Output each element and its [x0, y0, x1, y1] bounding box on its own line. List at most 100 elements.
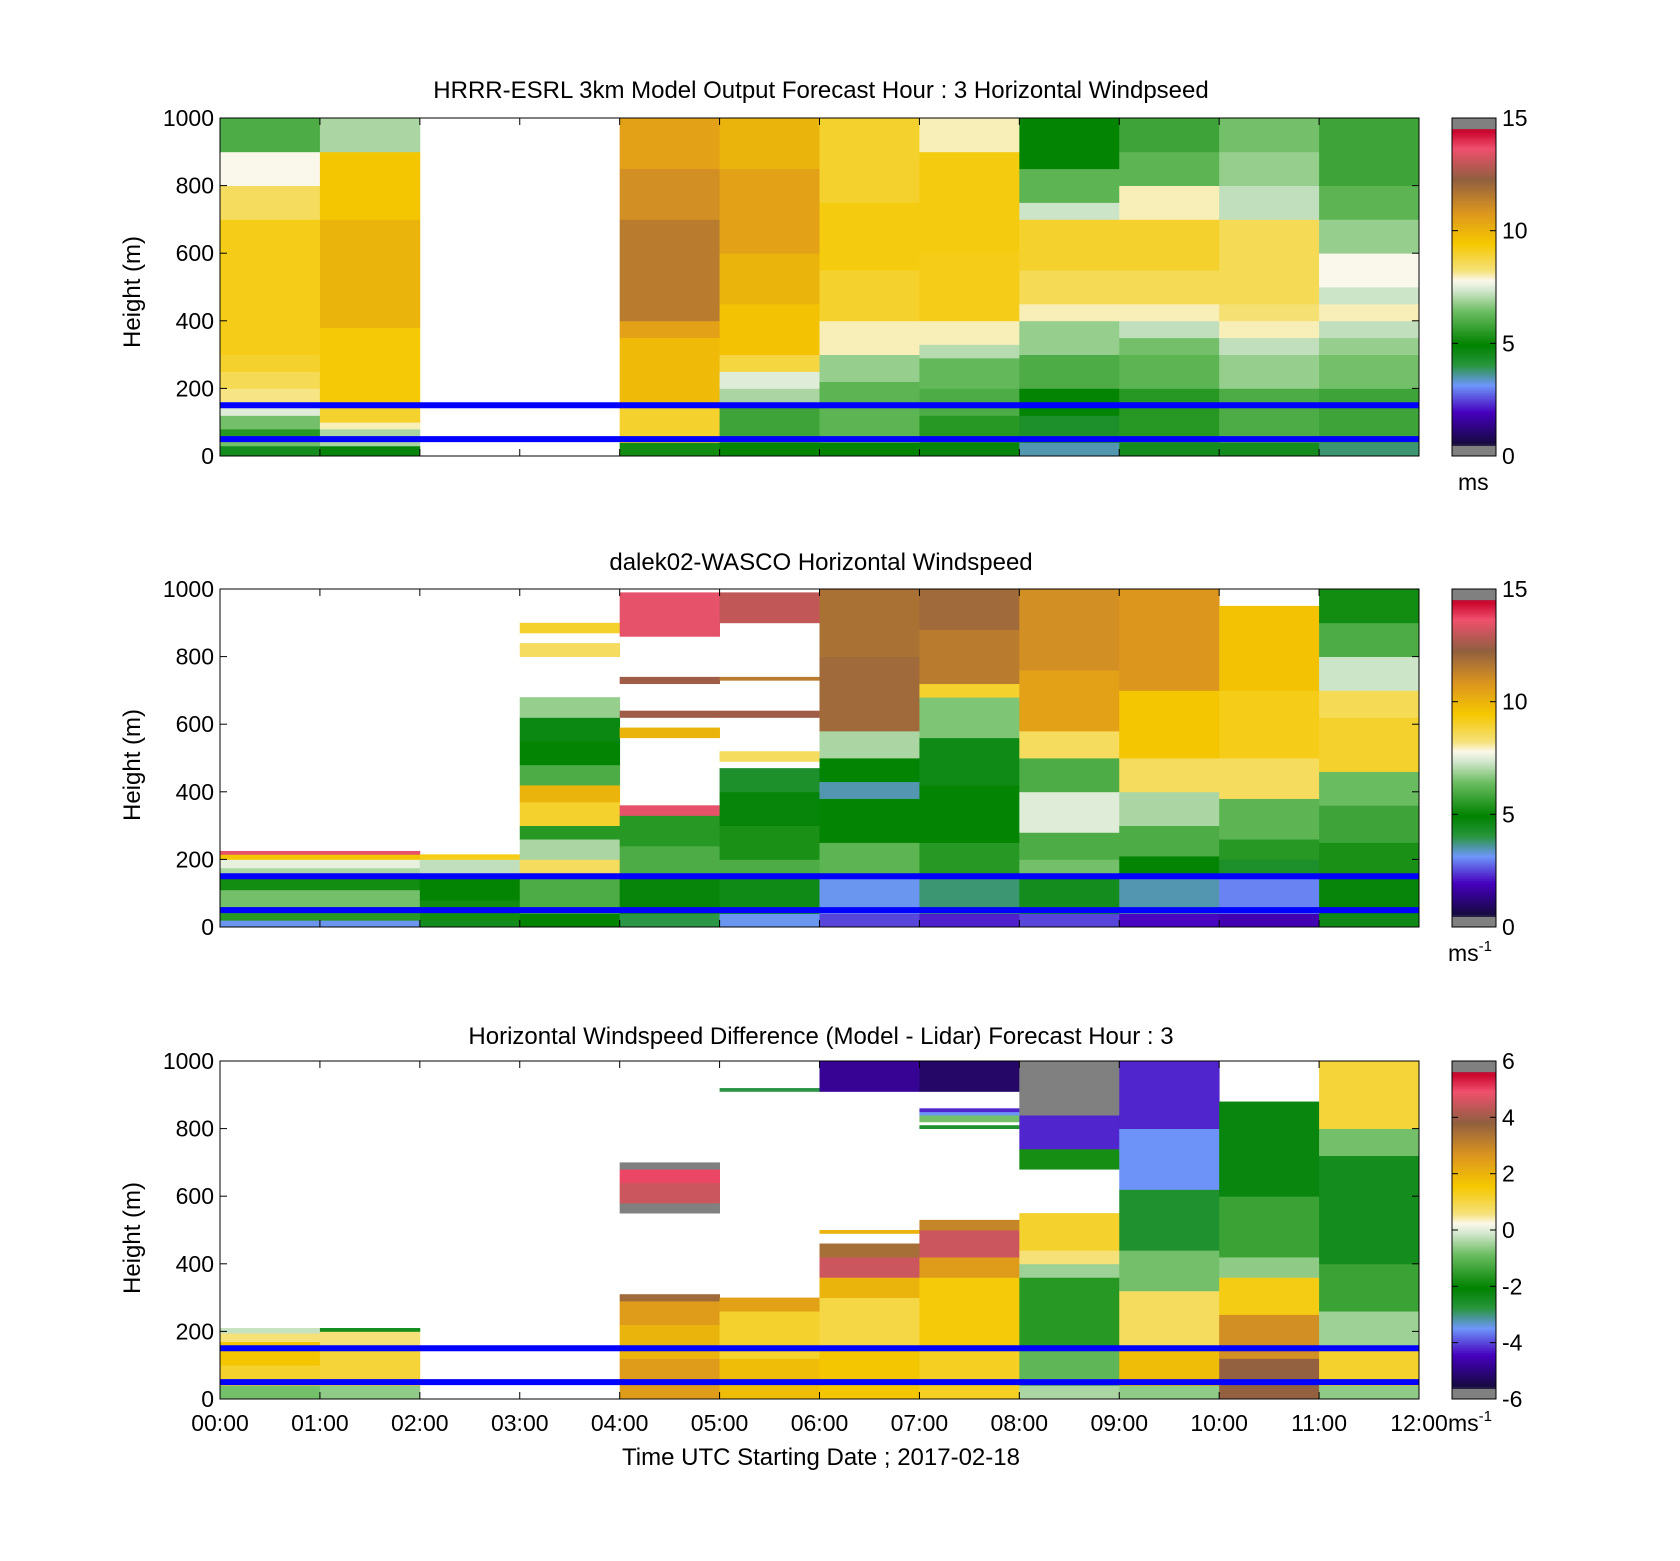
colorbar-band	[1452, 1312, 1496, 1315]
colorbar-band	[1452, 318, 1496, 322]
colorbar-band	[1452, 785, 1496, 789]
x-tick-label: 03:00	[491, 1410, 549, 1436]
heatmap-cell	[319, 118, 421, 153]
heatmap-cell	[919, 589, 1020, 630]
x-tick-label: 07:00	[891, 1410, 949, 1436]
heatmap-cell	[1219, 354, 1320, 389]
colorbar-band	[1452, 417, 1496, 421]
colorbar-band	[1452, 1249, 1496, 1252]
colorbar-band	[1452, 287, 1496, 290]
colorbar-band	[1452, 1208, 1496, 1212]
heatmap-cell	[619, 727, 720, 739]
heatmap-cell	[319, 405, 421, 423]
colorbar-band	[1452, 1382, 1496, 1385]
colorbar-band	[1452, 673, 1496, 677]
heatmap-cell	[319, 1331, 421, 1349]
colorbar-band	[1452, 168, 1496, 172]
heatmap-cell	[220, 151, 321, 186]
colorbar-band	[1452, 599, 1496, 603]
heatmap-cell	[919, 442, 1020, 457]
heatmap-cell	[619, 168, 720, 220]
colorbar-band	[1452, 411, 1496, 415]
colorbar-band	[1452, 325, 1496, 328]
colorbar-band	[1452, 643, 1496, 647]
colorbar-band	[1452, 1356, 1496, 1360]
heatmap-cell	[719, 592, 820, 624]
colorbar-band	[1452, 1278, 1496, 1282]
colorbar-band	[1452, 373, 1496, 377]
colorbar-band	[1452, 1120, 1496, 1123]
heatmap-cell	[819, 1348, 920, 1400]
colorbar-band	[1452, 365, 1496, 368]
colorbar-band	[1452, 726, 1496, 729]
colorbar-band	[1452, 415, 1496, 419]
x-tick-label: 08:00	[991, 1410, 1049, 1436]
colorbar-band	[1452, 1177, 1496, 1180]
heatmap-cell	[719, 676, 820, 681]
colorbar-band	[1452, 698, 1496, 702]
colorbar-band	[1452, 616, 1496, 620]
panel-title: HRRR-ESRL 3km Model Output Forecast Hour…	[433, 77, 1208, 104]
colorbar-band	[1452, 730, 1496, 734]
colorbar-band	[1452, 278, 1496, 282]
heatmap-cell	[1119, 758, 1220, 793]
colorbar-band	[1452, 1333, 1496, 1337]
heatmap-cell	[819, 1257, 920, 1278]
heatmap-cell	[919, 1115, 1020, 1123]
heatmap-cell	[619, 815, 720, 847]
heatmap-cell	[619, 1300, 720, 1326]
colorbar-band	[1452, 639, 1496, 643]
heatmap-cell	[220, 371, 321, 389]
colorbar-band	[1452, 1170, 1496, 1174]
colorbar-band	[1452, 1238, 1496, 1242]
heatmap-cell	[220, 354, 321, 372]
colorbar-band	[1452, 1227, 1496, 1231]
heatmap-cell	[1019, 1250, 1120, 1265]
colorbar-band	[1452, 1244, 1496, 1248]
heatmap-cell	[220, 439, 321, 447]
colorbar-band	[1452, 1274, 1496, 1277]
colorbar-band	[1452, 297, 1496, 301]
colorbar-band	[1452, 449, 1496, 453]
heatmap-cell	[919, 357, 1020, 389]
colorbar-band	[1452, 817, 1496, 820]
colorbar-band	[1452, 327, 1496, 330]
y-tick-label: 0	[201, 1386, 214, 1412]
heatmap-cell	[619, 592, 720, 637]
colorbar-band	[1452, 244, 1496, 248]
heatmap-cell	[519, 741, 621, 766]
heatmap-cell	[719, 859, 820, 877]
heatmap-cell	[419, 854, 521, 860]
heatmap-cell	[1319, 805, 1420, 843]
heatmap-cell	[1119, 303, 1220, 322]
colorbar-band	[1452, 842, 1496, 846]
heatmap-cell	[919, 1277, 1020, 1349]
panel-title: Horizontal Windspeed Difference (Model -…	[468, 1023, 1173, 1050]
x-tick-label: 09:00	[1090, 1410, 1148, 1436]
colorbar-band	[1452, 259, 1496, 263]
heatmap-cell	[819, 798, 920, 843]
colorbar-band	[1452, 922, 1496, 926]
heatmap-cell	[619, 913, 720, 928]
heatmap-cell	[220, 854, 421, 860]
colorbar-band	[1452, 1310, 1496, 1313]
colorbar-band	[1452, 901, 1496, 905]
colorbar-band	[1452, 1124, 1496, 1127]
colorbar-band	[1452, 1358, 1496, 1362]
colorbar-band	[1452, 1284, 1496, 1288]
colorbar-band	[1452, 1134, 1496, 1138]
colorbar-band	[1452, 658, 1496, 662]
colorbar-band	[1452, 1289, 1496, 1292]
colorbar-band	[1452, 1075, 1496, 1079]
colorbar-band	[1452, 331, 1496, 334]
heatmap-cell	[1019, 168, 1120, 203]
colorbar-band	[1452, 1096, 1496, 1100]
colorbar-band	[1452, 677, 1496, 681]
heatmap-cell	[1019, 913, 1120, 928]
colorbar-band	[1452, 827, 1496, 831]
heatmap-cell	[1119, 185, 1220, 220]
heatmap-cell	[1319, 622, 1420, 657]
colorbar-band	[1452, 436, 1496, 440]
colorbar-band	[1452, 1080, 1496, 1083]
colorbar-band	[1452, 662, 1496, 666]
